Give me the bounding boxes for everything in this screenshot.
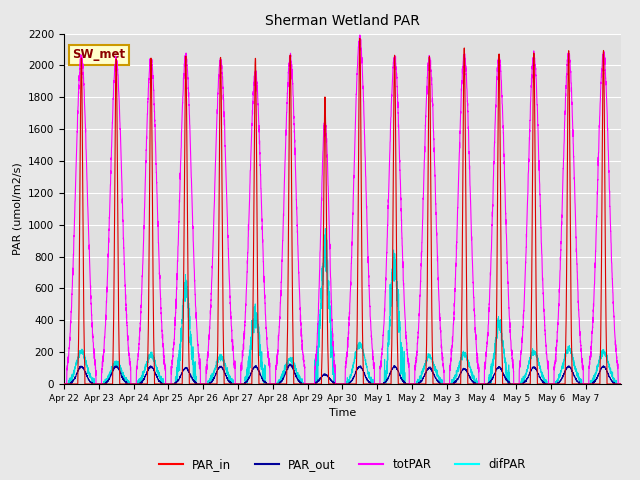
Title: Sherman Wetland PAR: Sherman Wetland PAR [265, 14, 420, 28]
Y-axis label: PAR (umol/m2/s): PAR (umol/m2/s) [12, 162, 22, 255]
Legend: PAR_in, PAR_out, totPAR, difPAR: PAR_in, PAR_out, totPAR, difPAR [155, 454, 530, 476]
X-axis label: Time: Time [329, 408, 356, 418]
Text: SW_met: SW_met [72, 48, 125, 61]
